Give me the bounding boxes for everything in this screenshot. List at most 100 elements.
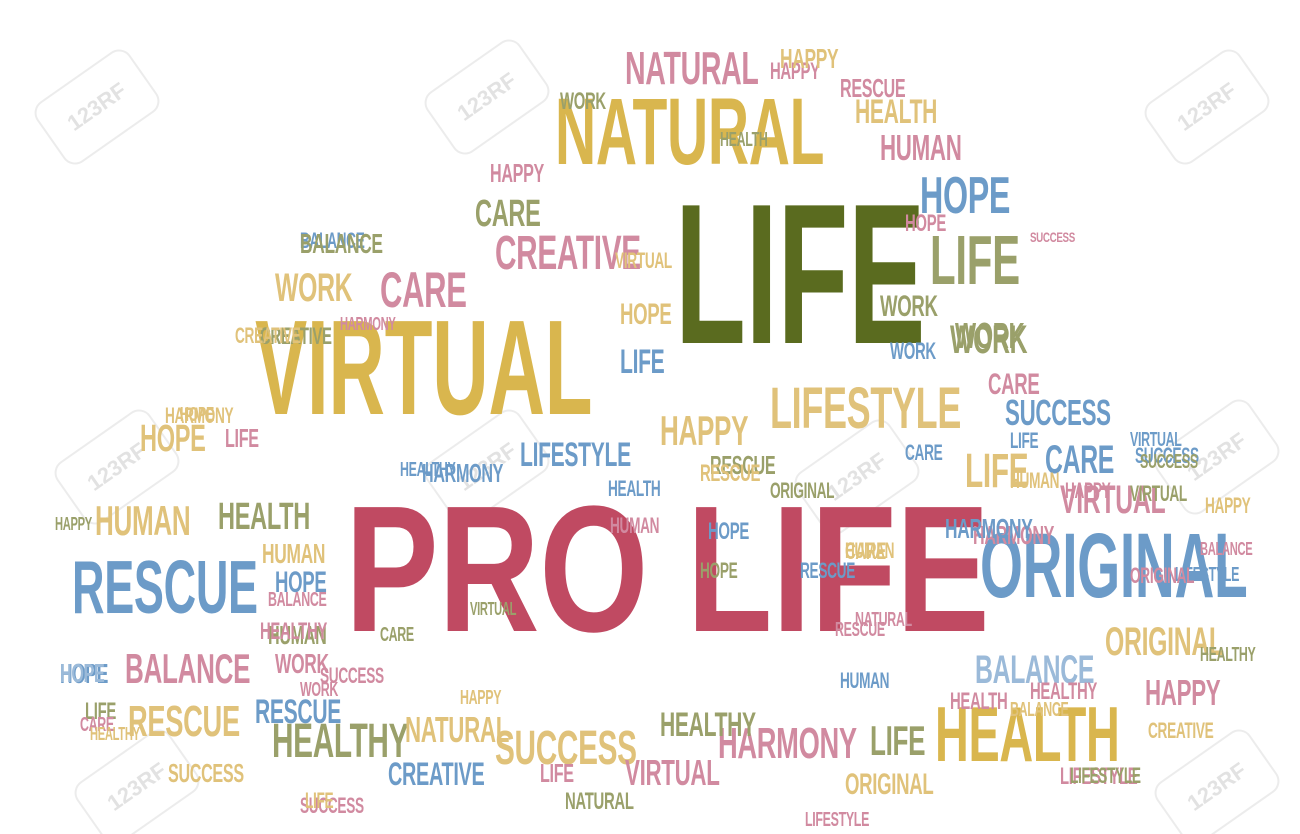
word: NATURAL [855, 609, 912, 631]
word: WORK [300, 679, 339, 701]
word: RESCUE [800, 558, 855, 583]
watermark-text: 123RF [1172, 77, 1241, 136]
word: SUCCESS [320, 663, 384, 688]
word: ORIGINAL [980, 515, 1248, 617]
watermark-text: 123RF [102, 757, 171, 816]
word: HUMAN [610, 513, 660, 538]
word: RESCUE [710, 450, 776, 480]
word: HUMAN [268, 620, 327, 650]
word: HEALTHY [660, 706, 756, 744]
word: HAPPY [770, 58, 820, 85]
word: HEALTH [720, 129, 768, 151]
word: HAPPY [1145, 672, 1221, 713]
word: HARMONY [165, 403, 234, 428]
word: HEALTHY [1030, 678, 1097, 705]
word: RESCUE [255, 693, 341, 731]
word: HARMONY [422, 458, 504, 488]
word: LIFESTYLE [1070, 763, 1141, 788]
watermark-text: 123RF [62, 77, 131, 136]
word: SUCCESS [1030, 229, 1075, 245]
word: HOPE [700, 558, 738, 583]
word: BALANCE [125, 645, 251, 692]
word: CARE [80, 714, 114, 736]
word: HAPPY [660, 407, 749, 454]
word: SUCCESS [1140, 451, 1198, 473]
word: ORIGINAL [845, 768, 934, 801]
watermark-text: 123RF [1182, 757, 1251, 816]
word: VIRTUAL [470, 599, 517, 619]
word: HAPPY [55, 514, 92, 534]
word: CARE [380, 624, 414, 646]
watermark-badge: 123RF [1139, 43, 1275, 171]
word: HEALTH [855, 93, 938, 131]
watermark-badge: 123RF [29, 43, 165, 171]
word: NATURAL [565, 788, 634, 815]
word: RESCUE [128, 697, 240, 746]
word: HEALTHY [272, 715, 409, 768]
word: HAPPY [490, 158, 544, 188]
word: HAPPY [1065, 478, 1111, 503]
word: HOPE [140, 418, 206, 460]
word: HEALTHY [1200, 644, 1256, 666]
word: BALANCE [1200, 539, 1253, 559]
word: BALANCE [268, 589, 327, 611]
word: HOPE [275, 566, 327, 599]
word: NATURAL [555, 79, 825, 185]
watermark-badge: 123RF [419, 33, 555, 161]
word: SUCCESS [1005, 392, 1111, 433]
word: BALANCE [975, 648, 1095, 692]
word: CARE [988, 368, 1040, 401]
word: BALANCE [1010, 699, 1069, 721]
word: CREATIVE [388, 756, 485, 792]
word: BALANCE [300, 228, 365, 253]
word: HEALTH [608, 476, 661, 501]
word: LIFE [965, 445, 1029, 498]
word: RESCUE [835, 619, 885, 641]
word: HOPE [60, 658, 105, 688]
word: HUMAN [95, 497, 191, 544]
word: LIFE [540, 758, 574, 788]
word: RESCUE [700, 460, 761, 487]
word: HARMONY [718, 719, 857, 768]
word: ORIGINAL [770, 478, 835, 503]
word: WORK [560, 88, 606, 115]
word: SUCCESS [1135, 443, 1199, 468]
word: CARE [905, 440, 943, 465]
word: RESCUE [840, 73, 906, 103]
word: LIFESTYLE [1060, 763, 1138, 790]
word: HEALTHY [90, 724, 140, 744]
word: CARE [1045, 438, 1115, 482]
word: HAPPY [460, 687, 502, 709]
watermark-text: 123RF [452, 67, 521, 126]
word: LIFE [85, 698, 116, 725]
word: WORK [275, 266, 353, 310]
word: HUMAN [845, 538, 895, 563]
word: HUMAN [880, 127, 962, 168]
word: HOPE [180, 404, 214, 426]
word: VIRTUAL [625, 752, 720, 793]
word: HAPPY [1205, 493, 1251, 518]
word: HARMONY [945, 513, 1033, 544]
word: HOPE [920, 167, 1011, 225]
word: HARMONY [973, 520, 1055, 550]
word: LIFE [930, 221, 1020, 299]
word: LIFESTYLE [520, 436, 631, 474]
word: LIFESTYLE [1175, 564, 1240, 586]
word: HOPE [905, 210, 946, 237]
word: CREATIVE [235, 323, 301, 348]
word: HEALTH [935, 690, 1120, 778]
word: LIFESTYLE [770, 376, 962, 441]
word: SUCCESS [300, 793, 364, 818]
word: VIRTUAL [1130, 429, 1182, 451]
word: VIRTUAL [1130, 481, 1187, 506]
word: ORIGINAL [1130, 563, 1195, 588]
word: HOPE [60, 658, 108, 689]
word: HOPE [620, 298, 672, 331]
word: CREATIVE [495, 227, 641, 280]
word: HEALTH [218, 496, 310, 538]
word: CARE [845, 538, 886, 565]
word: VIRTUAL [615, 248, 672, 273]
word: CARE [475, 193, 541, 235]
word: LIFE [675, 163, 926, 386]
